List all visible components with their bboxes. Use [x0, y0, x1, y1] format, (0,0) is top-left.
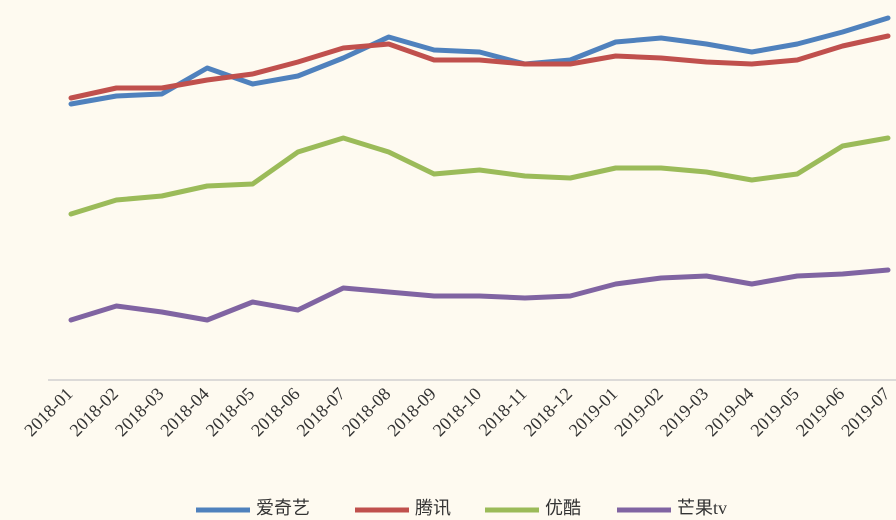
legend-label: 腾讯	[415, 498, 451, 518]
legend-label: 芒果tv	[677, 498, 727, 518]
legend-label: 优酷	[545, 498, 581, 518]
legend-label: 爱奇艺	[256, 498, 310, 518]
series-line	[68, 135, 891, 217]
series-line	[68, 15, 891, 107]
series-line	[68, 33, 891, 101]
series-line	[68, 267, 891, 323]
